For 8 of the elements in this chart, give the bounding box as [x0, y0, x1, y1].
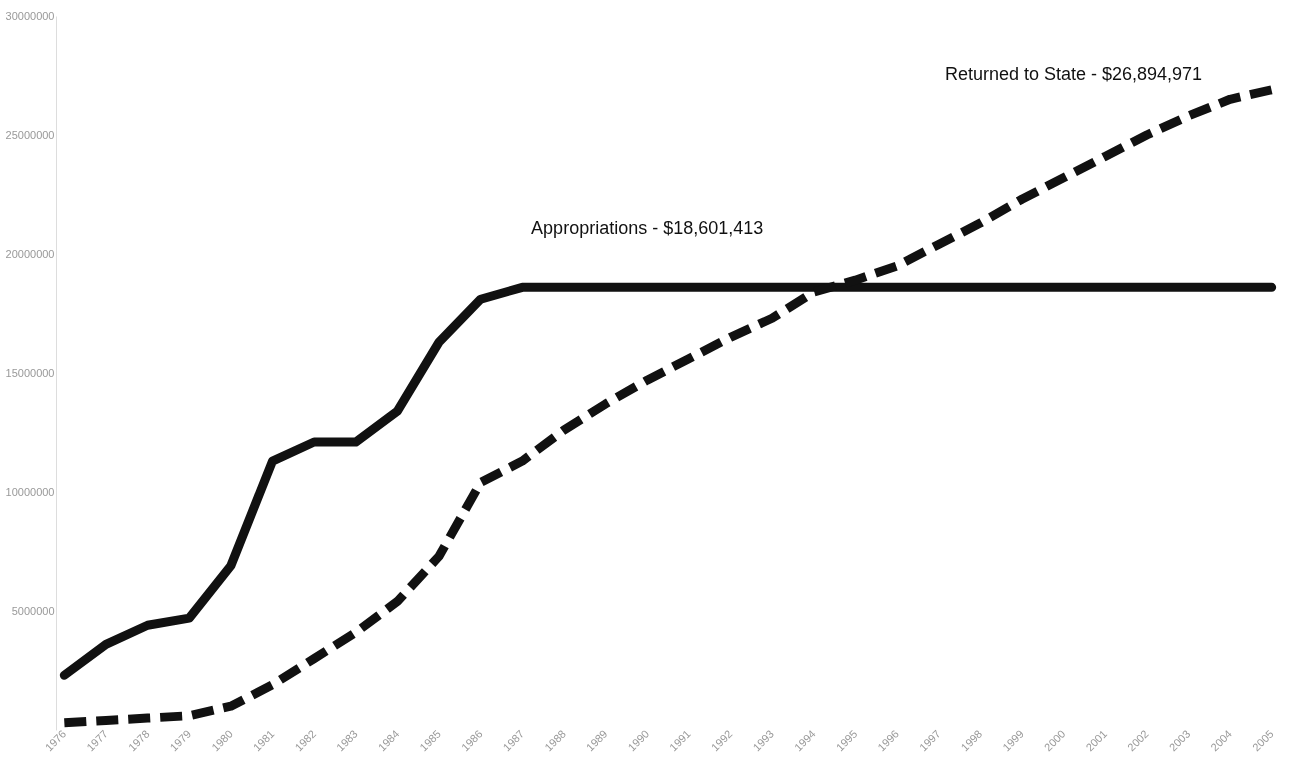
y-tick-label: 5000000: [11, 604, 55, 617]
y-tick-label: 15000000: [5, 366, 55, 379]
annotation: Appropriations - $18,601,413: [531, 218, 764, 239]
y-tick-label: 10000000: [5, 485, 55, 498]
annotation: Returned to State - $26,894,971: [944, 63, 1203, 84]
y-tick-label: 30000000: [5, 9, 55, 22]
y-tick-label: 25000000: [5, 128, 55, 141]
y-tick-label: 20000000: [5, 247, 55, 260]
